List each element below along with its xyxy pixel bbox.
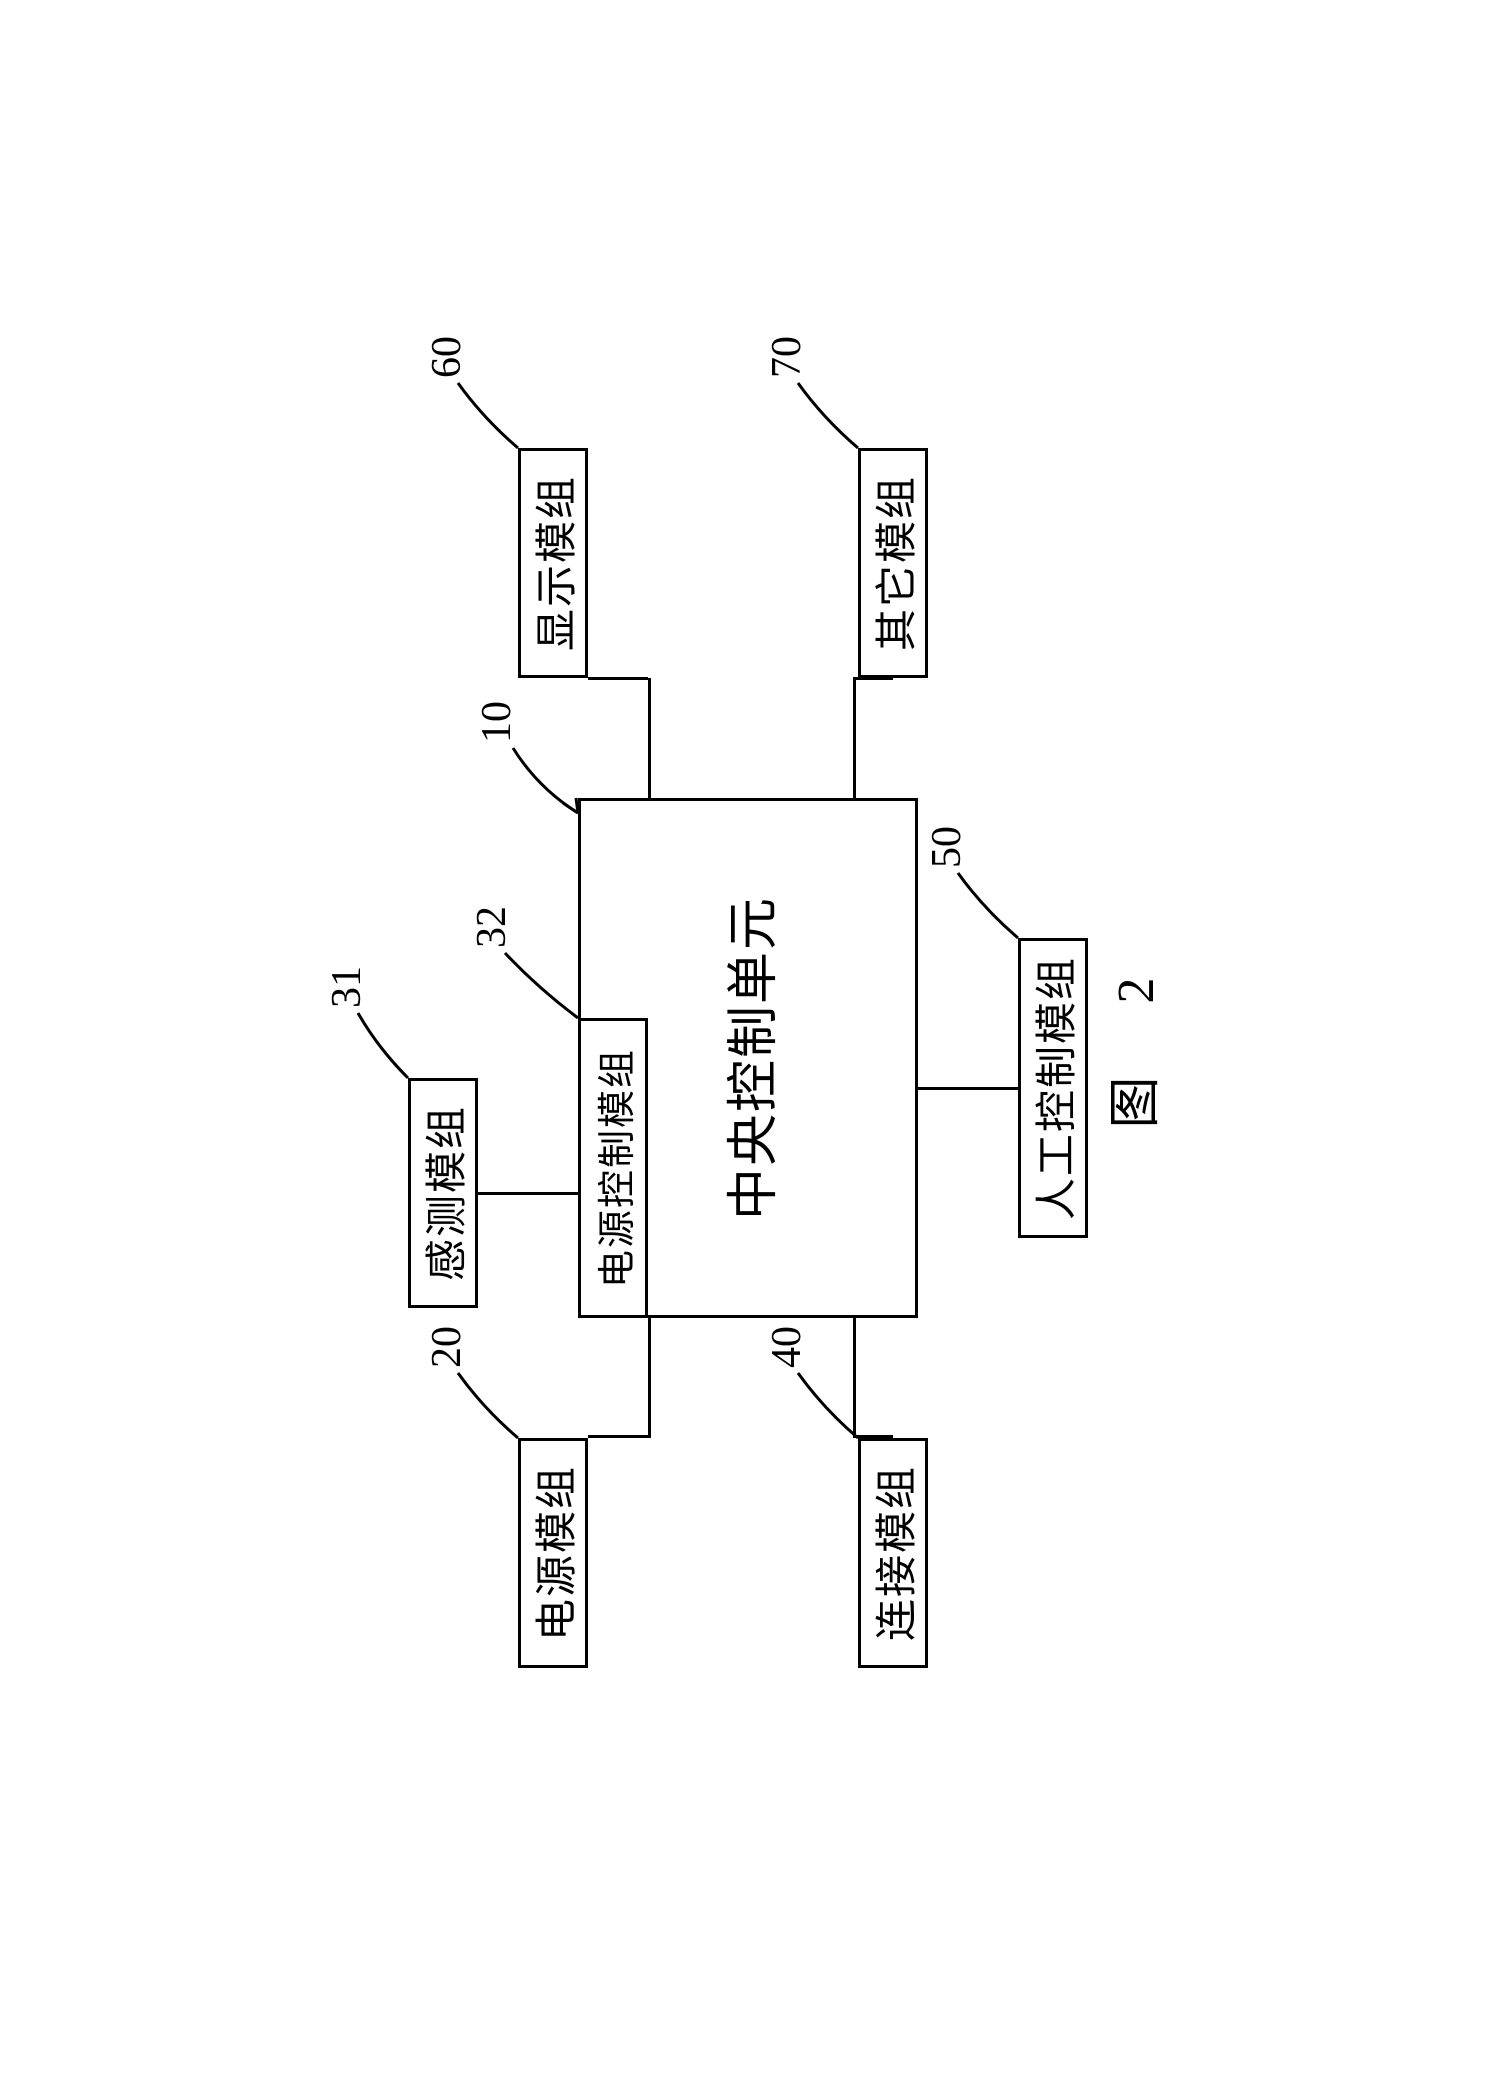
other-module-box: 其它模组 — [858, 448, 928, 678]
block-diagram: 中央控制单元 电源控制模组 感测模组 电源模组 连接模组 人工控制模组 显示模组… — [298, 338, 1198, 1738]
connection-label: 连接模组 — [863, 1465, 924, 1641]
ref-label-50: 50 — [923, 826, 971, 868]
display-module-box: 显示模组 — [518, 448, 588, 678]
connector-line — [853, 678, 856, 798]
other-label: 其它模组 — [863, 475, 924, 651]
connector-line — [853, 677, 893, 680]
manual-control-module-box: 人工控制模组 — [1018, 938, 1088, 1238]
connector-line — [853, 1435, 893, 1438]
connector-line — [588, 1435, 648, 1438]
ref-label-32: 32 — [468, 906, 516, 948]
connector-line — [648, 1318, 651, 1438]
figure-caption: 图 2 — [1093, 947, 1168, 1128]
power-module-box: 电源模组 — [518, 1438, 588, 1668]
connector-line — [918, 1087, 1018, 1090]
ref-label-60: 60 — [423, 336, 471, 378]
connector-line — [648, 678, 651, 798]
power-control-label: 电源控制模组 — [586, 1048, 641, 1288]
ref-label-10: 10 — [473, 701, 521, 743]
central-label: 中央控制单元 — [711, 896, 786, 1220]
connector-line — [853, 1318, 856, 1438]
sensing-module-box: 感测模组 — [408, 1078, 478, 1308]
connector-line — [588, 677, 648, 680]
manual-label: 人工控制模组 — [1023, 956, 1084, 1220]
ref-label-20: 20 — [423, 1326, 471, 1368]
ref-label-70: 70 — [763, 336, 811, 378]
sensing-label: 感测模组 — [413, 1105, 474, 1281]
power-control-module-box: 电源控制模组 — [578, 1018, 648, 1318]
connection-module-box: 连接模组 — [858, 1438, 928, 1668]
display-label: 显示模组 — [523, 475, 584, 651]
ref-label-40: 40 — [763, 1326, 811, 1368]
power-label: 电源模组 — [523, 1465, 584, 1641]
ref-label-31: 31 — [323, 966, 371, 1008]
connector-line — [478, 1192, 578, 1195]
